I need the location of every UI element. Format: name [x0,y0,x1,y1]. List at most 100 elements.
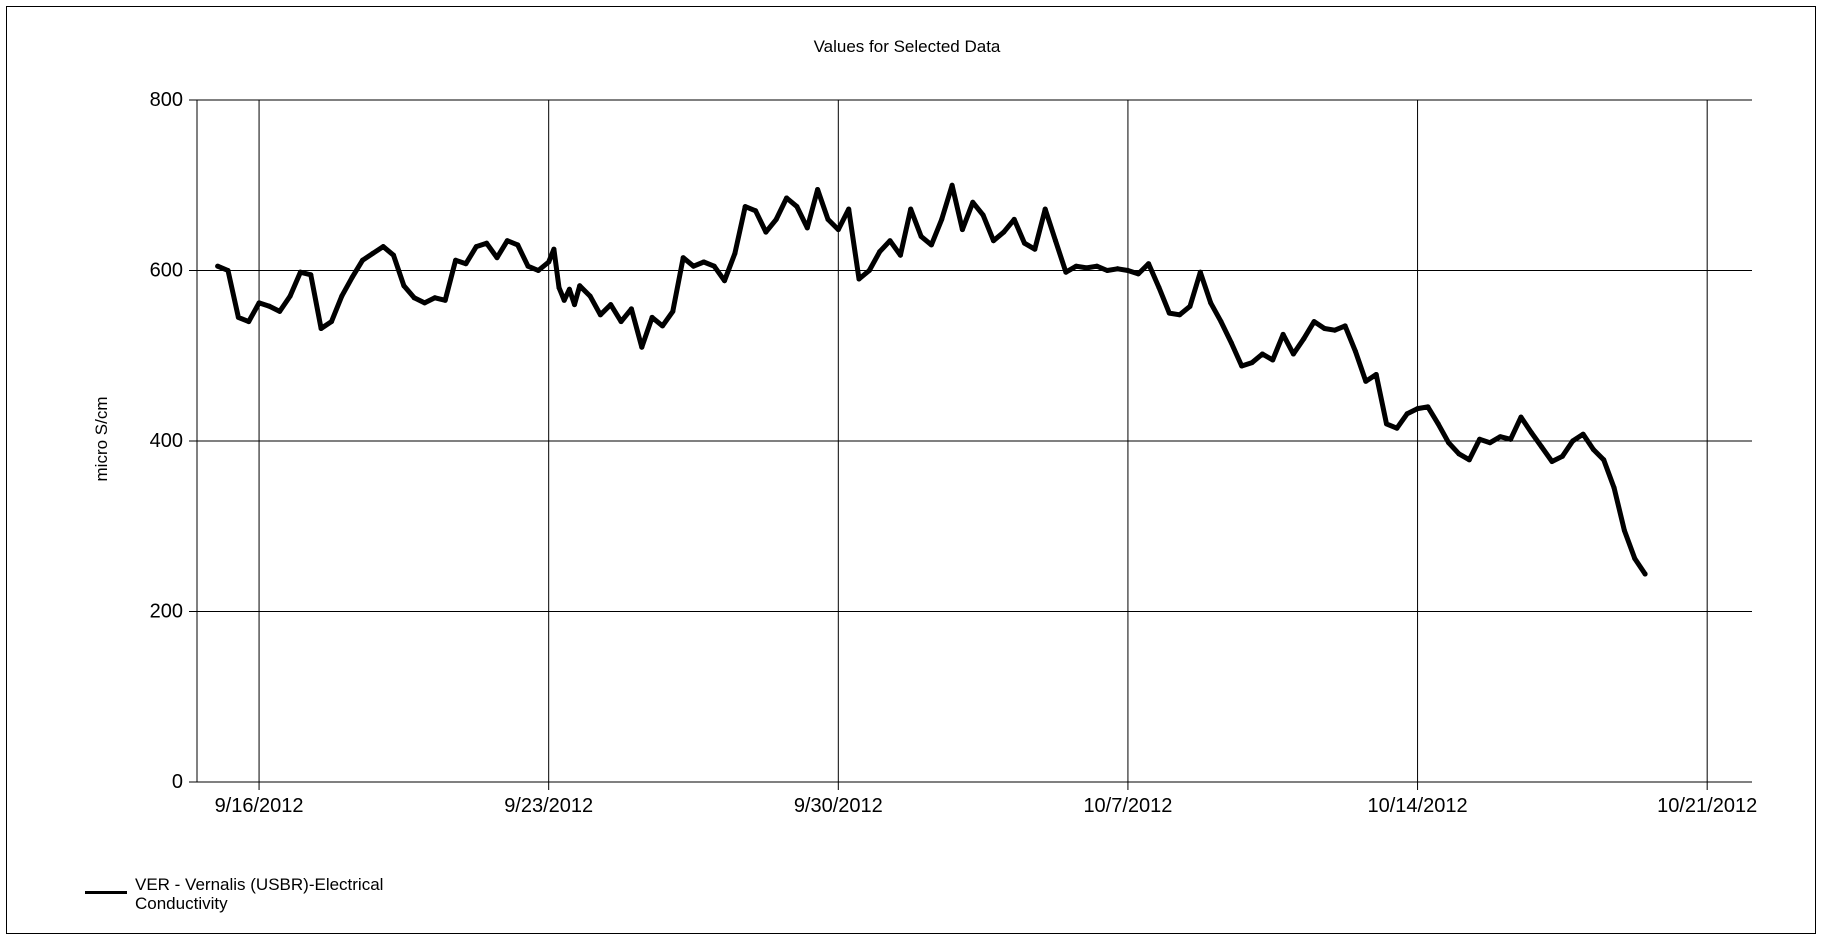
data-point [1373,372,1379,377]
x-tick-label-3: 10/7/2012 [1083,795,1172,817]
data-point [897,252,903,258]
data-point [1456,451,1462,457]
data-point [266,303,272,309]
data-point [773,216,779,222]
data-point [835,227,841,233]
data-point [411,295,417,301]
data-point [463,261,469,267]
data-point [1580,431,1586,437]
data-point [1042,206,1048,212]
data-point [1311,319,1317,325]
data-point [784,195,790,201]
data-point [473,244,479,250]
data-point [1384,421,1389,427]
data-point [1353,349,1358,354]
data-point [1415,406,1421,412]
data-point [1477,436,1483,442]
data-point [608,302,614,308]
data-point [1208,300,1214,306]
series-line-0 [215,182,1648,577]
data-point [1363,378,1369,384]
data-point [815,187,821,192]
data-point [308,272,314,278]
data-point [804,225,810,231]
data-point [1156,285,1162,291]
data-point [1053,238,1058,244]
data-point [556,285,562,291]
data-point [1539,444,1545,450]
data-point [1073,263,1079,269]
data-point [939,216,945,222]
data-point [546,259,552,265]
data-point [360,257,365,263]
data-point [1022,240,1027,246]
data-point [587,293,593,299]
data-point [1125,268,1131,273]
data-point [1011,216,1017,222]
data-point [1435,421,1441,427]
data-point [670,308,676,314]
data-point [1508,436,1514,442]
data-point [846,206,852,212]
x-axis-ticks: 9/16/2012 9/23/2012 9/30/2012 10/7/2012 10/1… [215,795,1758,817]
y-tick-label-400: 400 [150,430,183,452]
data-point [1228,340,1234,346]
data-point [1239,363,1245,369]
data-point [1270,357,1276,363]
data-point [1322,326,1327,331]
data-point [515,242,521,248]
data-point [339,293,345,299]
data-point [1487,440,1493,446]
data-point [329,319,334,325]
data-point [370,250,376,256]
data-point [432,295,438,301]
data-point [928,242,934,248]
legend-entry: VER - Vernalis (USBR)-Electrical Conduct… [135,875,384,913]
data-point [1187,303,1193,309]
data-point [794,204,800,210]
data-point [1032,246,1038,252]
data-point [494,255,500,261]
data-point [401,283,407,289]
data-point [504,238,510,244]
y-tick-label-0: 0 [172,771,183,793]
data-point [918,233,924,239]
data-point [551,246,557,252]
data-point [572,302,577,308]
data-point [1570,438,1576,444]
data-point [1621,528,1627,533]
data-point [1601,457,1607,463]
data-point [649,314,655,320]
data-point [1466,457,1472,463]
data-point [1559,453,1565,459]
data-point [1404,411,1410,417]
data-point [535,268,541,273]
data-point [856,276,862,282]
data-point [1332,327,1338,333]
data-point [949,182,955,188]
data-point [318,326,324,331]
x-tick-label-2: 9/30/2012 [794,795,883,817]
data-point [1280,331,1286,337]
data-point [1104,268,1110,273]
data-point [1446,440,1452,446]
data-point [866,268,872,273]
data-point [732,250,738,256]
y-axis-label: micro S/cm [92,397,111,482]
data-point [1394,425,1400,431]
data-point [763,229,769,235]
data-point [691,263,696,269]
data-point [1084,265,1090,271]
data-point [1342,323,1348,329]
data-point [618,319,624,325]
data-point [660,323,665,329]
data-point [628,306,634,312]
data-point [908,206,914,212]
data-point [1290,351,1296,357]
data-point [597,312,603,318]
x-tick-label-0: 9/16/2012 [215,795,304,817]
data-point [753,208,759,214]
x-tick-label-4: 10/14/2012 [1367,795,1467,817]
data-point [639,344,645,350]
data-point [566,286,572,292]
